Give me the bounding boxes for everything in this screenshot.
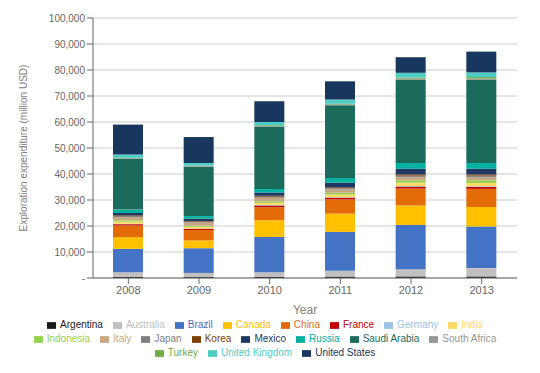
svg-text:2013: 2013 (469, 284, 493, 296)
html-text:United Kingdom: United Kingdom (221, 347, 293, 358)
html-text:United States: United States (315, 347, 376, 358)
html-text:China: China (293, 319, 320, 330)
svg-text:2012: 2012 (399, 284, 423, 296)
svg-text:Year: Year (293, 303, 317, 317)
html-text:Germany: Germany (397, 319, 439, 330)
svg-text:50,000: 50,000 (54, 143, 85, 154)
html-text:Saudi Arabia: Saudi Arabia (362, 333, 420, 344)
svg-text:100,000: 100,000 (49, 13, 86, 24)
svg-text:Exploration expenditure (milli: Exploration expenditure (million USD) (18, 65, 29, 232)
html-text:South Africa: South Africa (442, 333, 497, 344)
svg-text:2008: 2008 (116, 284, 140, 296)
html-text:Japan: Japan (154, 333, 182, 344)
svg-text:30,000: 30,000 (54, 195, 85, 206)
html-text:Indonesia: Indonesia (46, 333, 91, 344)
svg-text:-: - (82, 273, 85, 284)
svg-text:2011: 2011 (329, 284, 353, 296)
html-text:Mexico: Mexico (254, 333, 287, 344)
svg-text:2009: 2009 (187, 284, 211, 296)
html-text:India: India (461, 319, 483, 330)
svg-text:40,000: 40,000 (54, 169, 85, 180)
svg-text:60,000: 60,000 (54, 117, 85, 128)
html-text:Turkey: Turkey (167, 347, 198, 358)
html-text:Italy: Italy (113, 333, 132, 344)
svg-text:2010: 2010 (257, 284, 281, 296)
svg-text:90,000: 90,000 (54, 39, 85, 50)
html-text:France: France (343, 319, 375, 330)
html-text:Russia: Russia (309, 333, 340, 344)
svg-text:10,000: 10,000 (54, 247, 85, 258)
svg-text:80,000: 80,000 (54, 65, 85, 76)
html-text:Australia: Australia (125, 319, 165, 330)
html-text:Brazil: Brazil (187, 319, 213, 330)
svg-text:70,000: 70,000 (54, 91, 85, 102)
html-text:Canada: Canada (235, 319, 271, 330)
html-text:Korea: Korea (204, 333, 232, 344)
html-text:Argentina: Argentina (60, 319, 103, 330)
svg-text:20,000: 20,000 (54, 221, 85, 232)
